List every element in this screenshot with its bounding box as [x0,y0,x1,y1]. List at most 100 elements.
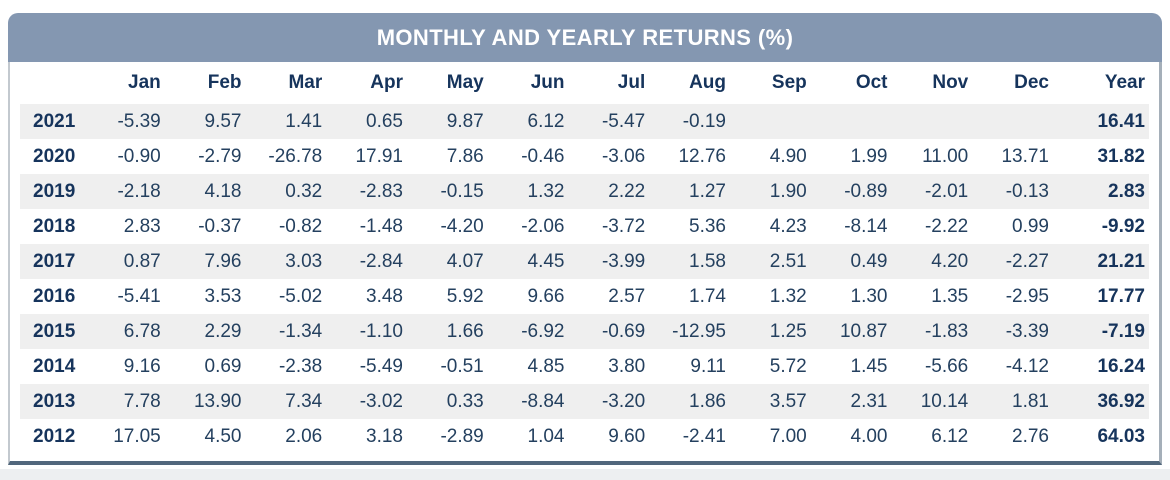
monthly-return-cell: 1.86 [689,390,726,412]
monthly-return-cell: -5.02 [278,285,323,307]
monthly-return-cell: 1.25 [769,320,807,342]
monthly-return-cell: -4.12 [1005,355,1049,377]
monthly-return-cell: -2.89 [440,425,484,447]
monthly-return-cell: -2.79 [198,145,242,167]
monthly-return-cell: -0.13 [1005,180,1049,202]
table-container: Jan Feb Mar Apr May Jun Jul Aug Sep Oct Nov Dec Year… [8,62,1162,465]
monthly-return-cell: -2.84 [359,250,403,272]
year-label: 2020 [33,145,76,167]
returns-table-body: 2021 -5.39 9.57 1.41 0.65 9.87 6.12 -5.47 -0.19 1… [20,104,1149,454]
year-label: 2016 [33,285,76,307]
monthly-return-cell: 17.05 [113,425,161,447]
monthly-return-cell: 3.53 [204,285,242,307]
monthly-return-cell: 12.76 [678,145,726,167]
monthly-return-cell: 6.12 [931,425,969,447]
monthly-return-cell: 9.11 [690,355,726,377]
monthly-return-cell: 2.31 [850,390,888,412]
monthly-return-cell: 1.45 [850,355,888,377]
returns-table: Jan Feb Mar Apr May Jun Jul Aug Sep Oct Nov Dec Year… [20,62,1149,454]
column-header: Oct [855,72,888,93]
table-row: 2016 -5.41 3.53 -5.02 3.48 5.92 9.66 2.57 1.74 1.… [20,279,1149,314]
monthly-return-cell: 1.66 [446,320,484,342]
monthly-return-cell: -5.41 [117,285,161,307]
monthly-return-cell: -26.78 [268,145,323,167]
monthly-return-cell: 4.90 [769,145,807,167]
yearly-return-cell: 16.41 [1097,110,1145,132]
yearly-return-cell: 2.83 [1108,180,1145,202]
monthly-return-cell: -8.84 [521,390,565,412]
table-row: 2014 9.16 0.69 -2.38 -5.49 -0.51 4.85 3.80 9.11 5… [20,349,1149,384]
monthly-return-cell: 10.14 [920,390,969,412]
monthly-return-cell [811,104,892,139]
monthly-return-cell: 0.69 [204,355,242,377]
monthly-return-cell: 6.78 [123,320,161,342]
monthly-return-cell: -0.51 [440,355,484,377]
monthly-return-cell: -0.37 [198,215,242,237]
yearly-return-cell: -7.19 [1101,320,1145,342]
table-row: 2021 -5.39 9.57 1.41 0.65 9.87 6.12 -5.47 -0.19 1… [20,104,1149,139]
year-label: 2018 [33,215,76,237]
monthly-return-cell: 9.16 [123,355,161,377]
monthly-return-cell: 4.45 [527,250,565,272]
monthly-return-cell: 4.50 [204,425,242,447]
monthly-return-cell: 7.00 [769,425,807,447]
monthly-return-cell: -5.47 [601,110,646,132]
monthly-return-cell: 7.78 [123,390,161,412]
yearly-return-cell: 64.03 [1097,425,1145,447]
monthly-return-cell: -3.06 [601,145,646,167]
monthly-return-cell: -2.41 [682,425,726,447]
monthly-return-cell: 4.18 [204,180,242,202]
monthly-return-cell: -5.66 [924,355,969,377]
monthly-return-cell: 1.32 [769,285,807,307]
monthly-return-cell [730,104,811,139]
table-row: 2019 -2.18 4.18 0.32 -2.83 -0.15 1.32 2.22 1.27 1… [20,174,1149,209]
monthly-return-cell: 3.80 [608,355,646,377]
table-row: 2017 0.87 7.96 3.03 -2.84 4.07 4.45 -3.99 1.58 2.… [20,244,1149,279]
monthly-return-cell: -2.38 [278,355,323,377]
year-label: 2019 [33,180,76,202]
monthly-return-cell: -8.14 [844,215,888,237]
column-header: Dec [1014,72,1049,93]
monthly-return-cell: 7.96 [204,250,242,272]
column-header: Nov [932,72,969,93]
monthly-return-cell: -1.83 [924,320,969,342]
monthly-return-cell: 6.12 [527,110,565,132]
year-label: 2012 [33,425,76,447]
monthly-return-cell: 10.87 [839,320,888,342]
yearly-return-cell: 31.82 [1097,145,1145,167]
year-label: 2017 [33,250,76,272]
year-label: 2014 [33,355,76,377]
monthly-return-cell: 2.57 [608,285,646,307]
monthly-return-cell: -0.19 [682,110,726,132]
monthly-return-cell: 4.23 [769,215,807,237]
monthly-return-cell: -3.20 [601,390,646,412]
monthly-return-cell: -0.82 [278,215,323,237]
monthly-return-cell: 17.91 [355,145,403,167]
monthly-return-cell: -1.48 [359,215,403,237]
returns-card: MONTHLY AND YEARLY RETURNS (%) Jan Feb Mar… [8,13,1162,465]
column-header: Feb [207,72,242,93]
monthly-return-cell: -4.20 [440,215,484,237]
column-header: Jun [530,72,565,93]
monthly-return-cell: 13.90 [193,390,242,412]
monthly-return-cell: 5.72 [769,355,807,377]
table-row: 2015 6.78 2.29 -1.34 -1.10 1.66 -6.92 -0.69 -12.… [20,314,1149,349]
monthly-return-cell: 3.48 [366,285,403,307]
monthly-return-cell: 5.36 [689,215,726,237]
monthly-return-cell: 1.41 [285,110,323,132]
header-row: Jan Feb Mar Apr May Jun Jul Aug Sep Oct Nov Dec Year [20,62,1149,104]
monthly-return-cell: -2.18 [117,180,161,202]
yearly-return-cell: 21.21 [1097,250,1145,272]
monthly-return-cell: 3.03 [285,250,323,272]
monthly-return-cell: 4.00 [850,425,888,447]
monthly-return-cell: 1.74 [689,285,726,307]
monthly-return-cell: -5.39 [117,110,161,132]
row-label-column-header [20,62,84,104]
monthly-return-cell: 0.33 [446,390,484,412]
monthly-return-cell: 5.92 [446,285,484,307]
monthly-return-cell: -2.27 [1005,250,1049,272]
monthly-return-cell: 0.65 [366,110,403,132]
table-title: MONTHLY AND YEARLY RETURNS (%) [376,24,794,50]
monthly-return-cell: -3.99 [601,250,646,272]
